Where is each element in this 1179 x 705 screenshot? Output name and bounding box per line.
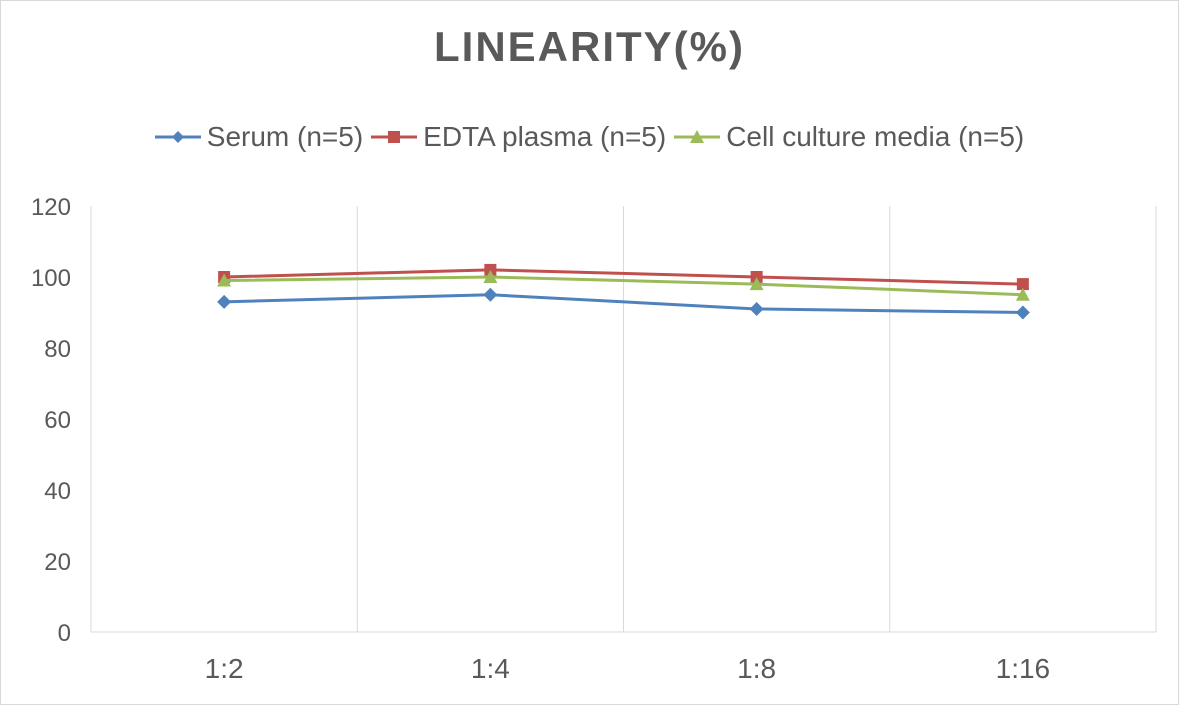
x-tick-label: 1:8 xyxy=(737,653,776,684)
x-tick-label: 1:4 xyxy=(471,653,510,684)
y-tick-label: 100 xyxy=(31,265,71,292)
data-point-edta-plasma-n-5 xyxy=(750,271,763,283)
legend-label-cell-culture-media: Cell culture media (n=5) xyxy=(726,121,1025,152)
data-point-serum-n-5 xyxy=(749,301,764,316)
chart-title: LINEARITY(%) xyxy=(434,23,745,70)
data-point-edta-plasma-n-5 xyxy=(1016,278,1029,291)
data-point-cell-culture-media-n-5 xyxy=(217,273,232,287)
data-point-serum-n-5 xyxy=(217,294,232,309)
x-tick-label: 1:16 xyxy=(996,653,1051,684)
data-point-cell-culture-media-n-5 xyxy=(749,277,764,291)
legend: Serum (n=5) EDTA plasma (n=5) Cell cultu… xyxy=(1,121,1178,153)
data-point-edta-plasma-n-5 xyxy=(484,263,497,276)
legend-label-edta-plasma: EDTA plasma (n=5) xyxy=(423,121,667,152)
y-tick-label: 120 xyxy=(31,194,71,221)
y-tick-label: 80 xyxy=(44,336,71,363)
legend-item-serum: Serum (n=5) xyxy=(154,121,364,153)
series-line-cell-culture-media-n-5 xyxy=(224,275,1023,297)
legend-item-edta-plasma: EDTA plasma (n=5) xyxy=(371,121,666,153)
legend-marker-serum xyxy=(154,131,201,143)
data-point-cell-culture-media-n-5 xyxy=(483,270,498,283)
legend-marker-cell-culture-media xyxy=(674,130,721,143)
x-tick-label: 1:2 xyxy=(205,653,244,684)
y-tick-label: 60 xyxy=(44,407,71,434)
series-line-serum-n-5 xyxy=(224,293,1023,314)
data-point-serum-n-5 xyxy=(1015,305,1030,320)
data-point-serum-n-5 xyxy=(483,287,498,302)
series-line-edta-plasma-n-5 xyxy=(224,268,1023,286)
y-tick-label: 0 xyxy=(58,620,71,647)
data-point-cell-culture-media-n-5 xyxy=(1015,287,1030,301)
legend-label-serum: Serum (n=5) xyxy=(206,121,364,152)
y-tick-label: 40 xyxy=(44,478,71,505)
y-tick-label: 20 xyxy=(44,549,71,576)
legend-marker-edta-plasma xyxy=(371,131,418,143)
legend-item-cell-culture-media: Cell culture media (n=5) xyxy=(674,121,1024,153)
